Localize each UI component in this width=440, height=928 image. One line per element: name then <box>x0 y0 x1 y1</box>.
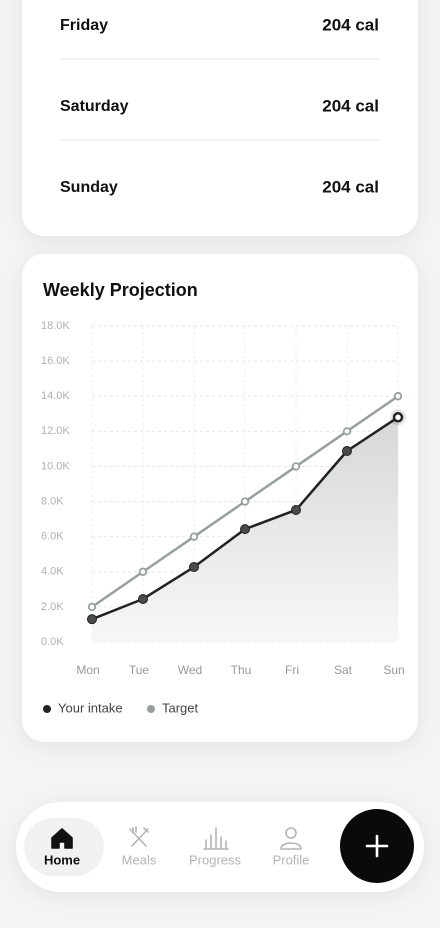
x-tick-label: Tue <box>129 663 150 677</box>
nav-label[interactable]: Meals <box>122 852 157 867</box>
chart-title: Weekly Projection <box>43 280 198 300</box>
x-tick-label: Sat <box>334 663 353 677</box>
point <box>291 462 301 471</box>
point <box>138 593 148 604</box>
nav-icons <box>51 826 302 850</box>
x-tick-label: Thu <box>231 663 252 677</box>
nav-label[interactable]: Profile <box>273 852 310 867</box>
point <box>342 427 352 436</box>
x-tick-label: Mon <box>76 663 99 677</box>
y-tick-label: 12.0K <box>41 425 70 437</box>
day-label: Saturday <box>60 98 129 115</box>
y-tick-label: 14.0K <box>41 390 70 402</box>
legend-dot <box>43 705 51 713</box>
nav-icon[interactable] <box>129 826 149 847</box>
point <box>240 524 250 535</box>
y-tick-label: 10.0K <box>41 460 70 472</box>
daily-card <box>22 0 418 236</box>
point <box>138 567 148 576</box>
nav-icon[interactable] <box>280 827 302 850</box>
y-tick-label: 8.0K <box>41 495 64 507</box>
y-tick-label: 4.0K <box>41 566 64 578</box>
point <box>393 392 403 401</box>
point <box>87 614 97 625</box>
x-tick-label: Fri <box>285 663 299 677</box>
legend-label: Your intake <box>58 700 123 715</box>
legend-dot <box>147 705 155 713</box>
y-tick-label: 18.0K <box>41 320 70 332</box>
x-tick-label: Sun <box>383 663 404 677</box>
bottom-nav <box>16 802 424 892</box>
day-calories: 204 cal <box>322 15 379 34</box>
legend-label: Target <box>162 700 199 715</box>
point <box>240 497 250 506</box>
day-calories: 204 cal <box>322 96 379 115</box>
day-label: Sunday <box>60 179 118 196</box>
nav-label[interactable]: Home <box>44 852 80 867</box>
day-label: Friday <box>60 17 108 34</box>
y-tick-label: 2.0K <box>41 601 64 613</box>
point <box>342 445 352 456</box>
point <box>392 412 404 423</box>
point <box>189 532 199 541</box>
day-calories: 204 cal <box>322 177 379 196</box>
plus-icon <box>365 834 389 858</box>
add-button[interactable] <box>340 809 414 883</box>
y-tick-label: 16.0K <box>41 355 70 367</box>
point <box>291 504 301 515</box>
y-tick-label: 0.0K <box>41 636 64 648</box>
nav-icon[interactable] <box>51 828 73 849</box>
point <box>87 602 97 612</box>
nav-active-pill[interactable] <box>24 818 104 876</box>
point <box>189 562 199 573</box>
nav-label[interactable]: Progress <box>189 852 242 867</box>
y-tick-label: 6.0K <box>41 531 64 543</box>
x-tick-label: Wed <box>178 663 202 677</box>
nav-icon[interactable] <box>203 827 229 850</box>
